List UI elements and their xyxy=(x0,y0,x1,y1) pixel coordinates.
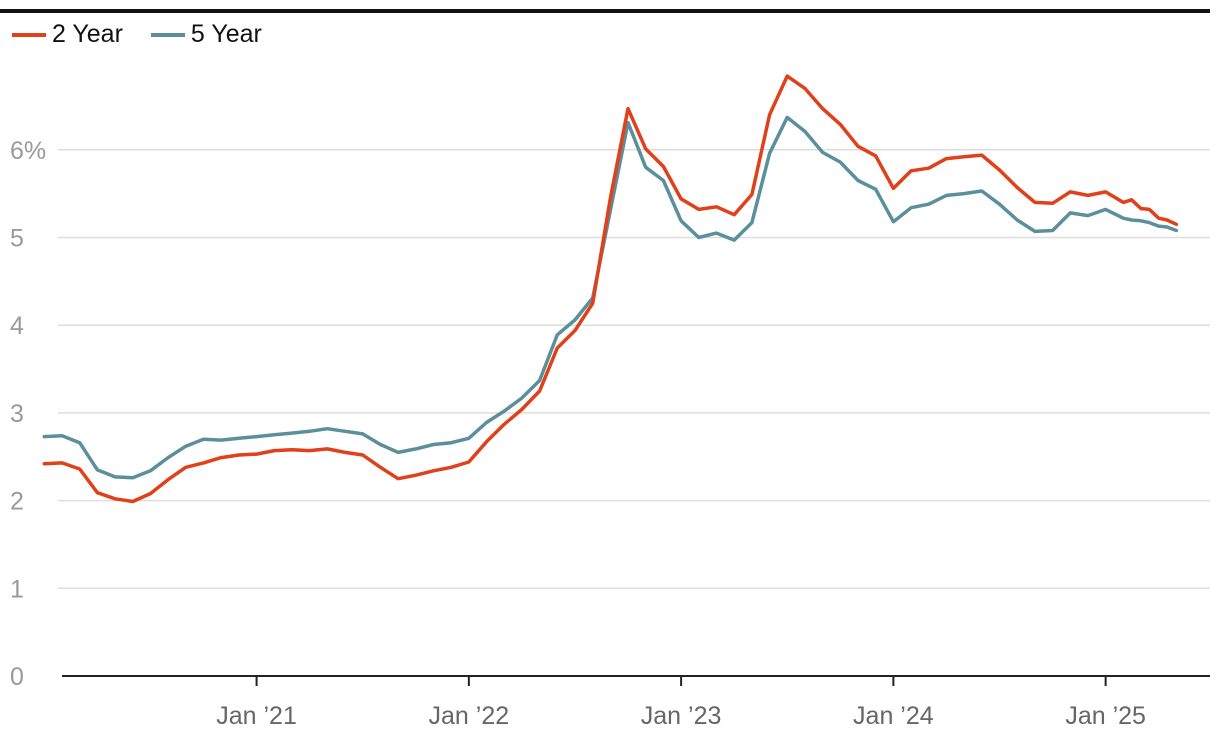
x-tick-label: Jan ’23 xyxy=(641,702,722,730)
y-tick-label: 0 xyxy=(10,663,24,691)
legend-swatch-2-year xyxy=(12,32,46,37)
x-tick-label: Jan ’25 xyxy=(1065,702,1146,730)
y-tick-label: 1 xyxy=(10,575,24,603)
series-line-5-year xyxy=(42,115,1179,480)
y-tick-label: 3 xyxy=(10,400,24,428)
series-lines xyxy=(42,74,1179,504)
legend-label-5-year: 5 Year xyxy=(190,20,262,48)
x-tick-label: Jan ’24 xyxy=(853,702,934,730)
y-tick-label: 6% xyxy=(10,137,46,165)
y-tick-label: 4 xyxy=(10,312,24,340)
legend-item-5-year: 5 Year xyxy=(150,20,262,49)
top-rule xyxy=(0,9,1210,13)
series-line-2-year xyxy=(42,74,1179,504)
x-tick-label: Jan ’21 xyxy=(216,702,297,730)
x-tick-label: Jan ’22 xyxy=(429,702,510,730)
legend-label-2-year: 2 Year xyxy=(52,20,123,48)
y-tick-label: 2 xyxy=(10,488,24,516)
y-tick-label: 5 xyxy=(10,225,24,253)
y-axis-ticks: 0 1 2 3 4 5 6% xyxy=(10,137,46,691)
legend: 2 Year 5 Year xyxy=(12,20,262,49)
gridlines xyxy=(58,149,1210,590)
legend-item-2-year: 2 Year xyxy=(12,20,123,49)
x-axis-ticks: Jan ’21 Jan ’22 Jan ’23 Jan ’24 Jan ’25 xyxy=(216,676,1146,730)
legend-swatch-5-year xyxy=(150,32,185,37)
